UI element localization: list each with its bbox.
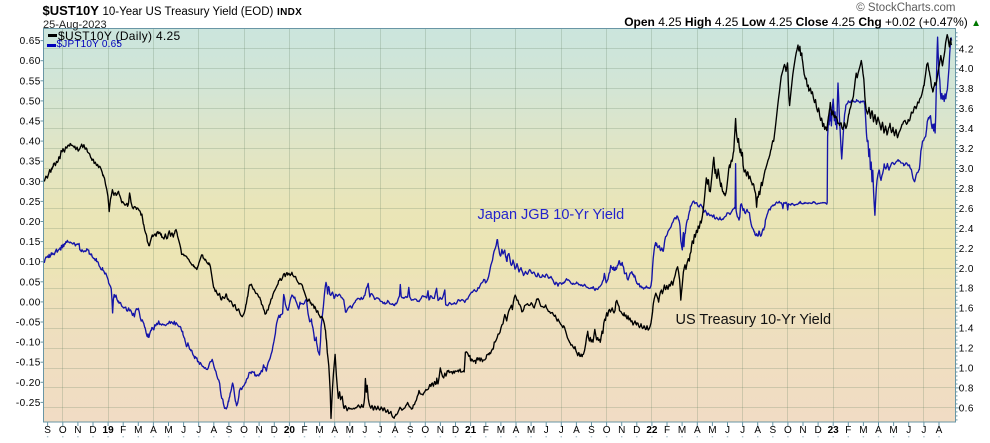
svg-text:M: M: [497, 425, 505, 436]
svg-text:J: J: [544, 425, 549, 436]
svg-text:2.6: 2.6: [959, 204, 974, 215]
svg-text:2.4: 2.4: [959, 224, 974, 235]
svg-text:D: D: [89, 425, 96, 436]
svg-text:A: A: [573, 425, 580, 436]
svg-text:23: 23: [828, 425, 840, 436]
svg-text:J: J: [362, 425, 367, 436]
svg-text:3.4: 3.4: [959, 124, 974, 135]
svg-text:0.00: 0.00: [20, 297, 41, 308]
svg-text:A: A: [754, 425, 761, 436]
svg-text:0.20: 0.20: [20, 217, 41, 228]
svg-text:M: M: [889, 425, 897, 436]
svg-text:0.35: 0.35: [20, 157, 41, 168]
svg-text:A: A: [875, 425, 882, 436]
svg-text:0.30: 0.30: [20, 177, 41, 188]
svg-text:D: D: [271, 425, 278, 436]
svg-text:20: 20: [284, 425, 296, 436]
svg-text:1.6: 1.6: [959, 304, 974, 315]
svg-text:J: J: [378, 425, 383, 436]
svg-text:M: M: [708, 425, 716, 436]
svg-text:0.40: 0.40: [20, 137, 41, 148]
svg-text:S: S: [44, 425, 51, 436]
svg-text:M: M: [164, 425, 172, 436]
svg-text:N: N: [255, 425, 262, 436]
svg-text:M: M: [527, 425, 535, 436]
svg-text:3.6: 3.6: [959, 104, 974, 115]
svg-text:O: O: [240, 425, 248, 436]
svg-text:1.2: 1.2: [959, 344, 974, 355]
svg-text:S: S: [769, 425, 776, 436]
svg-text:1.8: 1.8: [959, 284, 974, 295]
svg-text:J: J: [181, 425, 186, 436]
svg-text:M: M: [678, 425, 686, 436]
svg-text:A: A: [513, 425, 520, 436]
svg-text:A: A: [392, 425, 399, 436]
svg-text:J: J: [725, 425, 730, 436]
svg-text:1.0: 1.0: [959, 364, 974, 375]
svg-text:A: A: [210, 425, 217, 436]
svg-text:0.10: 0.10: [20, 257, 41, 268]
svg-text:4.0: 4.0: [959, 64, 974, 75]
svg-text:S: S: [226, 425, 233, 436]
svg-text:O: O: [784, 425, 792, 436]
svg-text:J: J: [559, 425, 564, 436]
svg-text:N: N: [618, 425, 625, 436]
svg-text:F: F: [301, 425, 307, 436]
svg-text:M: M: [315, 425, 323, 436]
svg-text:-0.10: -0.10: [16, 338, 41, 349]
svg-text:A: A: [331, 425, 338, 436]
svg-text:N: N: [74, 425, 81, 436]
svg-text:O: O: [421, 425, 429, 436]
svg-text:-0.20: -0.20: [16, 378, 41, 389]
svg-text:N: N: [799, 425, 806, 436]
svg-text:M: M: [346, 425, 354, 436]
svg-text:J: J: [921, 425, 926, 436]
svg-text:0.55: 0.55: [20, 76, 41, 87]
svg-text:N: N: [437, 425, 444, 436]
svg-text:F: F: [483, 425, 489, 436]
svg-text:S: S: [407, 425, 414, 436]
svg-text:A: A: [694, 425, 701, 436]
svg-text:0.05: 0.05: [20, 277, 41, 288]
svg-text:2.2: 2.2: [959, 244, 974, 255]
svg-text:0.25: 0.25: [20, 197, 41, 208]
svg-text:A: A: [150, 425, 157, 436]
svg-text:-0.05: -0.05: [16, 318, 41, 329]
svg-text:0.50: 0.50: [20, 96, 41, 107]
svg-text:F: F: [664, 425, 670, 436]
svg-text:2.8: 2.8: [959, 184, 974, 195]
svg-text:21: 21: [465, 425, 477, 436]
svg-text:M: M: [859, 425, 867, 436]
svg-text:-0.25: -0.25: [16, 398, 41, 409]
svg-text:0.60: 0.60: [20, 56, 41, 67]
svg-text:0.45: 0.45: [20, 117, 41, 128]
svg-text:O: O: [603, 425, 611, 436]
svg-text:3.0: 3.0: [959, 164, 974, 175]
svg-text:-0.15: -0.15: [16, 358, 41, 369]
svg-text:0.6: 0.6: [959, 403, 974, 414]
svg-text:M: M: [134, 425, 142, 436]
svg-text:D: D: [452, 425, 459, 436]
svg-text:0.8: 0.8: [959, 383, 974, 394]
svg-text:J: J: [740, 425, 745, 436]
svg-text:22: 22: [646, 425, 658, 436]
svg-text:J: J: [906, 425, 911, 436]
svg-text:F: F: [845, 425, 851, 436]
svg-text:A: A: [936, 425, 943, 436]
svg-text:3.2: 3.2: [959, 144, 974, 155]
svg-text:19: 19: [103, 425, 115, 436]
svg-text:0.65: 0.65: [20, 36, 41, 47]
svg-text:J: J: [196, 425, 201, 436]
svg-text:0.15: 0.15: [20, 237, 41, 248]
svg-text:F: F: [120, 425, 126, 436]
svg-text:S: S: [588, 425, 595, 436]
svg-text:D: D: [633, 425, 640, 436]
svg-text:3.8: 3.8: [959, 84, 974, 95]
svg-text:D: D: [814, 425, 821, 436]
svg-text:2.0: 2.0: [959, 264, 974, 275]
svg-text:O: O: [59, 425, 67, 436]
svg-text:1.4: 1.4: [959, 324, 974, 335]
svg-text:4.2: 4.2: [959, 44, 974, 55]
